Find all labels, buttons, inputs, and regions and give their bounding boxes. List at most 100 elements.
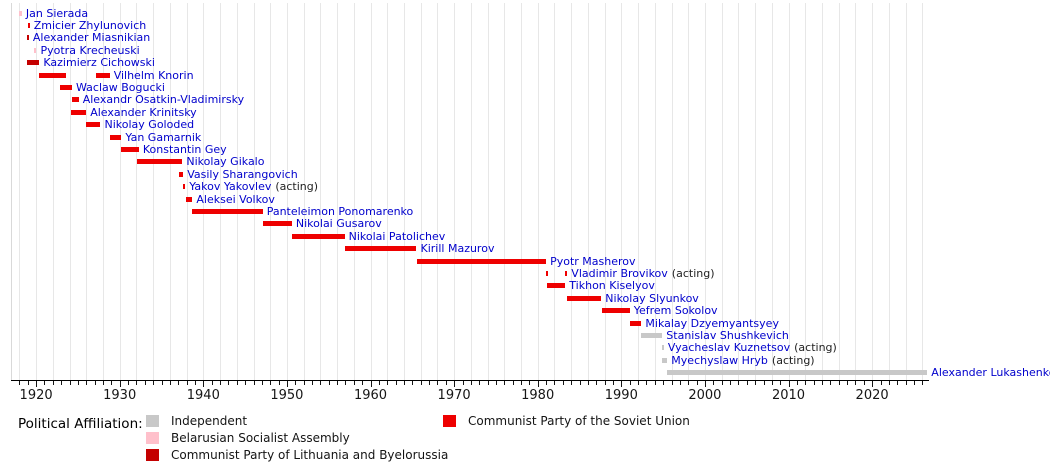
leader-label: Nikolai Patolichev [349,230,446,243]
axis-tick [445,381,447,385]
axis-tick [546,381,548,385]
axis-year-label: 2010 [771,388,806,403]
leader-name-link[interactable]: Yakov Yakovlev [189,180,272,194]
axis-tick [220,381,221,385]
term-bar [109,134,122,140]
axis-tick [228,381,230,385]
leader-name-link[interactable]: Nikolay Gikalo [186,155,265,169]
axis-tick [395,381,397,385]
axis-tick [270,381,272,385]
axis-tick [621,381,623,387]
axis-tick [796,381,798,385]
leader-label: Yan Gamarnik [125,131,201,144]
axis-tick [387,381,389,385]
leader-label: Vladimir Brovikov (acting) [571,267,714,280]
leader-name-link[interactable]: Nikolay Slyunkov [605,291,699,305]
axis-tick [353,381,355,385]
leader-name-link[interactable]: Alexander Miasnikian [32,31,151,45]
gridline [688,3,690,380]
axis-year-label: 2020 [855,388,889,403]
leader-name-link[interactable]: Alexander Krinitsky [90,105,197,119]
axis-tick [571,381,573,385]
term-bar [662,357,668,363]
leader-name-link[interactable]: Myechyslaw Hryb [671,353,768,367]
plot-left-edge [11,3,12,380]
axis-tick [429,381,430,385]
leader-name-link[interactable]: Stanislav Shushkevich [666,328,789,342]
axis-year-label: 1940 [186,388,220,403]
leader-name-link[interactable]: Vasily Sharangovich [187,167,298,181]
leader-label: Yakov Yakovlev (acting) [189,180,318,193]
term-bar [629,320,642,326]
leader-name-link[interactable]: Pyotra Krecheuski [40,43,140,57]
leader-label: Kazimierz Cichowski [43,56,155,69]
gridline [487,3,489,380]
leader-name-link[interactable]: Alexander Lukashenko [931,366,1050,380]
gridline [621,3,623,380]
gridline [855,3,857,380]
acting-suffix: (acting) [794,341,837,355]
gridline [404,3,405,380]
term-bar [96,72,110,78]
axis-tick [604,381,606,385]
term-bar [86,122,101,128]
axis-tick [211,381,213,385]
axis-tick [178,381,180,385]
leader-label: Kirill Mazurov [421,242,495,255]
leader-name-link[interactable]: Konstantin Gey [142,142,227,156]
leader-label: Pyotr Masherov [550,255,635,268]
gridline [905,3,907,380]
axis-tick [629,381,631,385]
axis-tick [638,381,639,385]
axis-year-label: 1950 [270,388,304,403]
leader-label: Myechyslaw Hryb (acting) [671,354,814,367]
axis-tick [404,381,405,385]
axis-year-label: 2000 [688,388,722,403]
leader-name-link[interactable]: Yan Gamarnik [125,130,202,144]
axis-year-label: 1960 [353,388,388,403]
axis-tick [771,381,773,385]
term-bar [640,332,663,338]
term-bar [546,270,549,276]
leader-name-link[interactable]: Nikolai Patolichev [348,229,446,243]
axis-tick [730,381,731,385]
leader-name-link[interactable]: Pyotr Masherov [550,254,636,268]
axis-tick [763,381,765,385]
leader-name-link[interactable]: Vladimir Brovikov [571,266,668,280]
leader-name-link[interactable]: Vilhelm Knorin [113,68,194,82]
leader-name-link[interactable]: Aleksei Volkov [196,192,275,206]
gridline [604,3,606,380]
leader-name-link[interactable]: Tikhon Kiselyov [569,279,655,293]
leader-name-link[interactable]: Nikolai Gusarov [295,217,382,231]
leader-name-link[interactable]: Jan Sierada [25,6,89,20]
leader-label: Tikhon Kiselyov [569,279,655,292]
axis-tick [495,381,497,385]
axis-tick [128,381,129,385]
leader-name-link[interactable]: Kirill Mazurov [420,242,495,256]
axis-tick [922,381,924,385]
leader-name-link[interactable]: Vyacheslav Kuznetsov [667,341,791,355]
axis-tick [345,381,347,385]
leader-name-link[interactable]: Zmicier Zhylunovich [33,18,147,32]
axis-tick [905,381,907,385]
gridline [270,3,272,380]
gridline [253,3,255,380]
leader-label: Alexander Krinitsky [90,106,197,119]
axis-tick [521,381,522,385]
gridline [587,3,589,380]
leader-name-link[interactable]: Kazimierz Cichowski [43,56,155,70]
leader-name-link[interactable]: Nikolay Goloded [104,118,195,132]
legend: Political Affiliation: Independent Belar… [0,412,1050,475]
leader-name-link[interactable]: Panteleimon Ponomarenko [266,204,414,218]
leader-name-link[interactable]: Alexandr Osatkin-Vladimirsky [82,93,245,107]
axis-tick [362,381,364,385]
leader-name-link[interactable]: Waclaw Bogucki [76,80,165,94]
cpsu-color-swatch [443,414,456,427]
gridline [872,3,874,380]
axis-tick [370,381,372,387]
leader-name-link[interactable]: Mikalay Dzyemyantsyey [645,316,779,330]
leader-name-link[interactable]: Yefrem Sokolov [633,304,718,318]
axis-tick [822,381,823,385]
term-bar [546,283,566,289]
term-bar [179,171,184,177]
